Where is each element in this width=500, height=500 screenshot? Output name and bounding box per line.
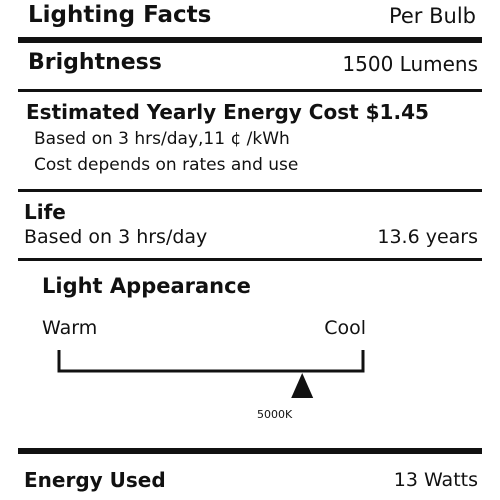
cool-label: Cool [324, 317, 366, 339]
scale-bracket [57, 350, 365, 373]
energy-cost-note: Cost depends on rates and use [34, 155, 299, 175]
brightness-label: Brightness [28, 50, 162, 75]
warm-label: Warm [42, 317, 98, 339]
color-temperature-value: 5000K [257, 408, 293, 421]
brightness-value: 1500 Lumens [342, 52, 478, 76]
life-value: 13.6 years [377, 226, 478, 248]
label-title: Lighting Facts [28, 2, 212, 28]
energy-cost-basis: Based on 3 hrs/day,11 ¢ /kWh [34, 129, 290, 149]
life-basis: Based on 3 hrs/day [24, 226, 208, 248]
divider [18, 258, 482, 261]
energy-used-label: Energy Used [24, 468, 166, 492]
life-label: Life [24, 200, 66, 224]
energy-used-value: 13 Watts [393, 469, 478, 491]
light-appearance-heading: Light Appearance [42, 274, 251, 298]
thick-divider [18, 448, 482, 454]
divider [18, 89, 482, 92]
divider [18, 189, 482, 192]
per-bulb-text: Per Bulb [388, 4, 476, 28]
color-temperature-indicator [291, 373, 314, 398]
thick-divider [18, 37, 482, 43]
energy-cost-heading: Estimated Yearly Energy Cost $1.45 [26, 100, 429, 124]
